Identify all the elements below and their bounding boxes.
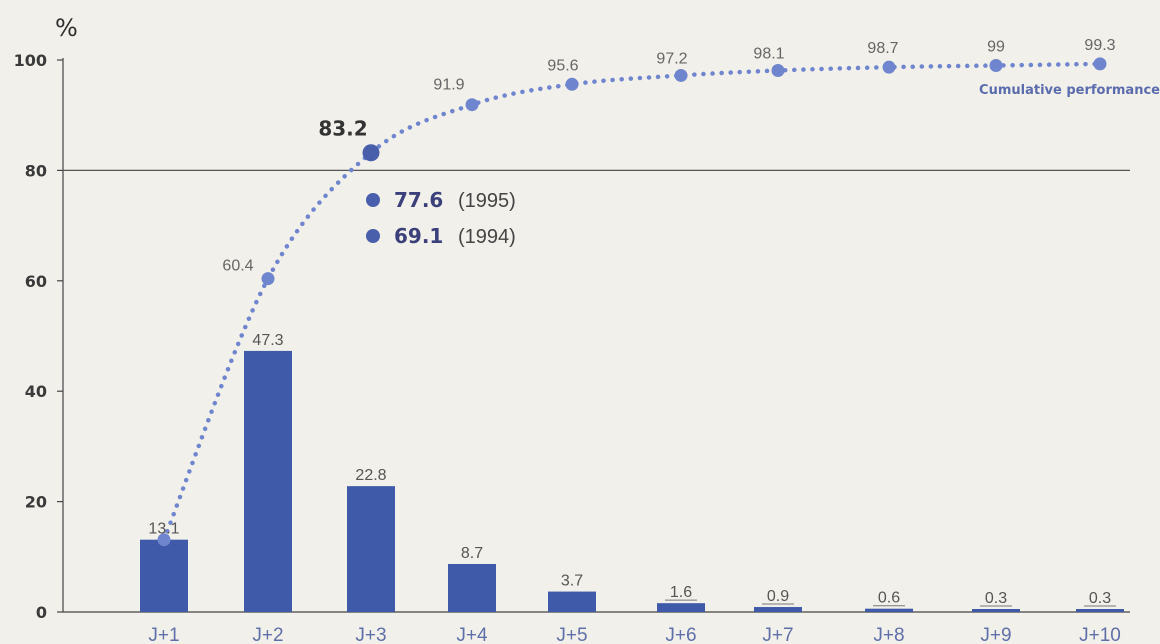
cumulative-point — [465, 98, 479, 112]
y-tick-label: 0 — [36, 603, 47, 622]
x-category-label: J+4 — [456, 625, 488, 644]
bar — [657, 603, 705, 612]
cumulative-line-layer — [157, 57, 1107, 547]
bar — [244, 350, 292, 612]
x-category-label: J+8 — [873, 625, 904, 644]
x-category-label: J+7 — [762, 625, 793, 644]
bar — [548, 591, 596, 612]
x-category-label: J+5 — [556, 625, 587, 644]
bar-value-label: 47.3 — [252, 332, 283, 349]
annotation-year: (1994) — [458, 226, 516, 248]
x-category-label: J+2 — [252, 625, 283, 644]
cumulative-series-label: Cumulative performance — [979, 83, 1160, 98]
cumulative-point — [771, 63, 785, 77]
bar-value-label: 1.6 — [670, 584, 692, 601]
x-category-label: J+6 — [665, 625, 696, 644]
cumulative-point — [261, 272, 275, 286]
annotation-bullet — [366, 193, 380, 207]
cumulative-value-label: 99.3 — [1084, 37, 1115, 54]
bar-value-label: 13.1 — [148, 521, 179, 538]
cumulative-value-label: 99 — [987, 39, 1005, 56]
y-tick-label: 60 — [25, 272, 47, 291]
cumulative-point — [674, 68, 688, 82]
bar-value-label: 22.8 — [355, 467, 386, 484]
bar-value-label: 3.7 — [561, 573, 583, 590]
annotations-layer: 77.6 (1995) 69.1 (1994) — [366, 188, 516, 248]
cumulative-point — [882, 60, 896, 74]
cumulative-point — [989, 59, 1003, 73]
y-tick-label: 100 — [14, 51, 47, 70]
x-category-label: J+3 — [355, 625, 386, 644]
y-tick-label: 20 — [25, 493, 47, 512]
bars-layer — [140, 350, 1124, 612]
annotation-year: (1995) — [458, 190, 516, 212]
cumulative-value-label: 91.9 — [433, 77, 464, 94]
cumulative-value-label: 97.2 — [656, 50, 687, 67]
labels-layer: 13.1 47.3 22.8 8.7 3.7 1.6 0.9 0.6 0.3 0.3 60.4 83.… — [148, 37, 1116, 607]
bar — [347, 486, 395, 612]
y-tick-label: 40 — [25, 382, 47, 401]
bar-value-label: 0.6 — [878, 590, 900, 607]
y-axis-unit: % — [55, 14, 78, 42]
cumulative-point-highlight — [362, 144, 380, 162]
cumulative-value-label: 98.1 — [753, 45, 784, 62]
bar — [754, 607, 802, 612]
cumulative-value-label: 98.7 — [867, 40, 898, 57]
y-tick-label: 80 — [25, 161, 47, 180]
bar — [865, 608, 913, 612]
grid-layer: 0 20 40 60 80 100 J+1 J+2 J+3 J+4 J+5 J+6 J+7 J+8 J+9 J… — [14, 51, 1130, 644]
bar — [448, 563, 496, 612]
bar-value-label: 0.9 — [767, 588, 789, 605]
bar-value-label: 0.3 — [1089, 590, 1111, 607]
annotation-value: 77.6 — [394, 188, 443, 212]
cumulative-highlight-label: 83.2 — [318, 117, 367, 141]
bar — [140, 539, 188, 612]
cumulative-value-label: 60.4 — [222, 258, 253, 275]
cumulative-point — [157, 533, 171, 547]
cumulative-line — [161, 61, 1103, 542]
x-category-label: J+9 — [980, 625, 1011, 644]
bar — [1076, 609, 1124, 612]
cumulative-point — [1093, 57, 1107, 71]
x-category-label: J+1 — [148, 625, 179, 644]
cumulative-value-label: 95.6 — [547, 57, 578, 74]
bar — [972, 609, 1020, 612]
x-category-label: J+10 — [1079, 625, 1121, 644]
cumulative-point — [565, 77, 579, 91]
bar-value-label: 0.3 — [985, 590, 1007, 607]
bar-value-label: 8.7 — [461, 545, 483, 562]
annotation-bullet — [366, 229, 380, 243]
annotation-value: 69.1 — [394, 224, 443, 248]
